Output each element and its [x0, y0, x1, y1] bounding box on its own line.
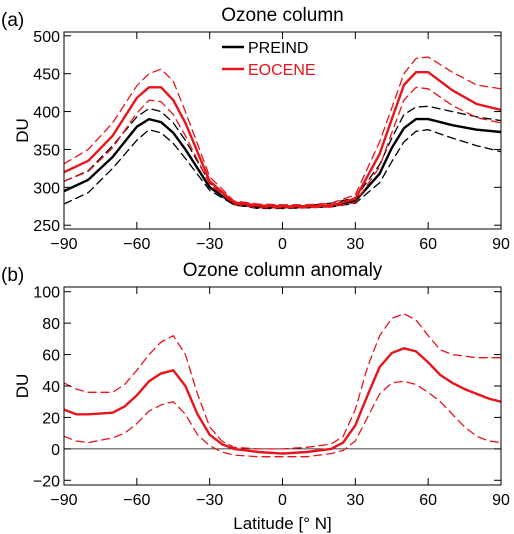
x-tick-label: 30 — [346, 492, 364, 509]
legend: PREIND EOCENE — [222, 40, 316, 79]
x-tick-label: 90 — [492, 236, 510, 253]
x-tick-label: −90 — [50, 492, 77, 509]
panel-label: (b) — [1, 265, 24, 286]
series-line-2-dashed — [64, 129, 501, 210]
series-line-1-dashed — [64, 313, 501, 450]
y-axis-label: DU — [13, 374, 32, 399]
x-axis-label: Latitude [° N] — [233, 514, 331, 533]
x-tick-label: −30 — [196, 492, 223, 509]
legend-label: PREIND — [248, 40, 308, 57]
series-group — [64, 56, 501, 210]
series-line-2-dashed — [64, 380, 501, 458]
legend-label: EOCENE — [248, 62, 316, 79]
series-group — [64, 313, 501, 458]
panel-a: (a) Ozone column DU −90 −60 −30 0 30 60 90 250 300 3… — [1, 5, 510, 253]
y-tick-label: −20 — [33, 473, 60, 490]
y-tick-label: 40 — [42, 379, 60, 396]
x-tick-label: 30 — [346, 236, 364, 253]
x-tick-label: −90 — [50, 236, 77, 253]
chart-title: Ozone column — [221, 5, 344, 26]
x-tick-label: 60 — [419, 236, 437, 253]
y-tick-label: 300 — [33, 180, 60, 197]
y-tick-label: 80 — [42, 316, 60, 333]
x-tick-label: −60 — [123, 236, 150, 253]
y-tick-label: 450 — [33, 67, 60, 84]
y-tick-label: 20 — [42, 410, 60, 427]
y-tick-label: 0 — [51, 442, 60, 459]
plot-frame — [63, 286, 502, 486]
y-tick-label: 500 — [33, 29, 60, 46]
y-tick-label: 60 — [42, 348, 60, 365]
series-line-0-solid — [64, 347, 501, 455]
chart-title: Ozone column anomaly — [183, 260, 383, 281]
x-tick-label: 0 — [278, 492, 287, 509]
x-tick-label: 0 — [278, 236, 287, 253]
y-tick-label: 350 — [33, 142, 60, 159]
x-tick-label: −30 — [196, 236, 223, 253]
x-tick-label: −60 — [123, 492, 150, 509]
y-tick-label: 100 — [33, 285, 60, 302]
x-tick-label: 90 — [492, 492, 510, 509]
series-line-4-dashed — [64, 56, 501, 206]
y-axis-label: DU — [13, 118, 32, 143]
x-tick-label: 60 — [419, 492, 437, 509]
series-line-5-dashed — [64, 86, 501, 209]
panel-label: (a) — [1, 10, 24, 31]
series-line-3-solid — [64, 71, 501, 208]
y-tick-label: 400 — [33, 105, 60, 122]
y-tick-label: 250 — [33, 218, 60, 235]
